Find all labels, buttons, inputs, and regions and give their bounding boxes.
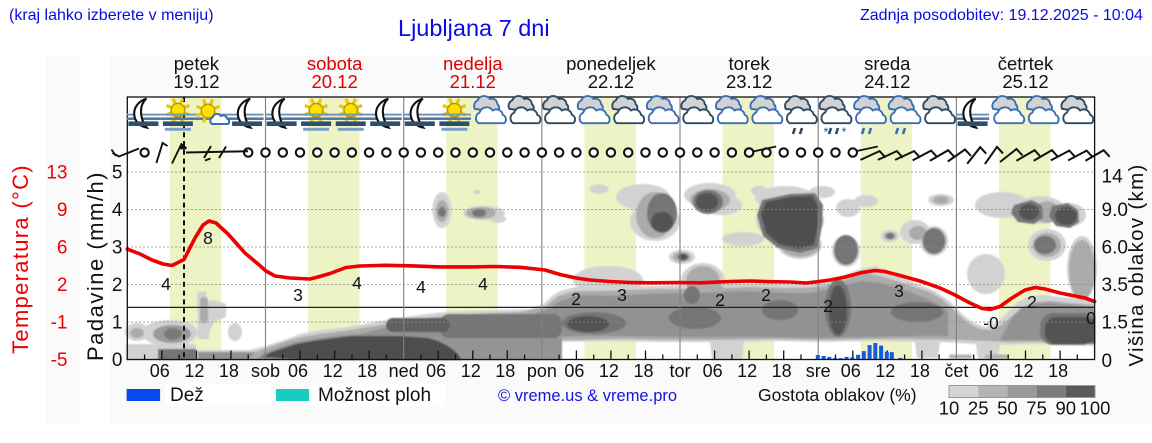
svg-text:12: 12 <box>875 361 895 381</box>
svg-text:9.0: 9.0 <box>1102 200 1128 221</box>
svg-text:3: 3 <box>894 281 904 301</box>
svg-text:nedelja: nedelja <box>443 53 503 74</box>
svg-text:06: 06 <box>841 361 861 381</box>
svg-text:14: 14 <box>1102 167 1124 188</box>
svg-text:22.12: 22.12 <box>588 71 634 92</box>
svg-text:© vreme.us & vreme.pro: © vreme.us & vreme.pro <box>498 387 677 405</box>
svg-text:2: 2 <box>1027 292 1037 312</box>
svg-text:6.0: 6.0 <box>1102 238 1128 259</box>
svg-text:2: 2 <box>823 296 833 316</box>
svg-text:Padavine (mm/h): Padavine (mm/h) <box>83 171 108 361</box>
svg-text:Gostota oblakov (%): Gostota oblakov (%) <box>758 385 917 405</box>
svg-text:12: 12 <box>184 361 204 381</box>
svg-text:06: 06 <box>979 361 999 381</box>
svg-text:ponedeljek: ponedeljek <box>566 53 656 74</box>
svg-text:sre: sre <box>806 361 831 381</box>
svg-text:čet: čet <box>944 361 968 381</box>
svg-text:12: 12 <box>323 361 343 381</box>
svg-text:Dež: Dež <box>170 385 204 406</box>
svg-text:23.12: 23.12 <box>726 71 772 92</box>
svg-text:Možnost ploh: Možnost ploh <box>318 385 431 406</box>
svg-text:četrtek: četrtek <box>998 53 1054 74</box>
svg-text:petek: petek <box>174 53 220 74</box>
svg-text:3.5: 3.5 <box>1102 275 1128 296</box>
svg-text:12: 12 <box>461 361 481 381</box>
svg-text:2: 2 <box>112 275 123 296</box>
svg-text:18: 18 <box>633 361 653 381</box>
svg-text:4: 4 <box>416 277 426 297</box>
svg-text:tor: tor <box>669 361 690 381</box>
svg-text:2: 2 <box>571 289 581 309</box>
svg-text:3: 3 <box>112 238 123 259</box>
svg-text:12: 12 <box>737 361 757 381</box>
svg-text:3: 3 <box>293 285 303 305</box>
svg-text:9: 9 <box>57 200 68 221</box>
svg-text:24.12: 24.12 <box>864 71 910 92</box>
svg-text:50: 50 <box>997 398 1018 419</box>
svg-text:6: 6 <box>57 238 68 259</box>
svg-text:25: 25 <box>968 398 989 419</box>
svg-text:4: 4 <box>161 274 171 294</box>
svg-text:pon: pon <box>527 361 557 381</box>
svg-text:18: 18 <box>219 361 239 381</box>
svg-text:Višina oblakov (km): Višina oblakov (km) <box>1125 163 1148 366</box>
svg-text:*: * <box>824 125 829 139</box>
svg-text:2: 2 <box>715 290 725 310</box>
svg-text:19.12: 19.12 <box>173 71 219 92</box>
svg-text:06: 06 <box>703 361 723 381</box>
svg-text:5: 5 <box>112 163 123 184</box>
svg-text:18: 18 <box>1048 361 1068 381</box>
svg-text:06: 06 <box>426 361 446 381</box>
svg-text:75: 75 <box>1026 398 1047 419</box>
svg-text:100: 100 <box>1080 398 1111 419</box>
svg-text:0: 0 <box>1086 308 1096 328</box>
svg-text:8: 8 <box>203 228 213 248</box>
svg-text:Zadnja posodobitev: 19.12.2025: Zadnja posodobitev: 19.12.2025 - 10:04 <box>860 7 1143 24</box>
svg-text:*: * <box>842 125 847 139</box>
svg-text:12: 12 <box>1013 361 1033 381</box>
svg-text:sob: sob <box>251 361 280 381</box>
svg-text:0: 0 <box>112 350 123 371</box>
svg-text:25.12: 25.12 <box>1002 71 1048 92</box>
svg-text:2: 2 <box>57 275 68 296</box>
svg-text:90: 90 <box>1056 398 1077 419</box>
svg-text:18: 18 <box>772 361 792 381</box>
svg-text:Ljubljana 7 dni: Ljubljana 7 dni <box>398 15 550 41</box>
svg-text:10: 10 <box>939 398 960 419</box>
svg-text:21.12: 21.12 <box>450 71 496 92</box>
svg-text:3: 3 <box>617 285 627 305</box>
svg-text:sreda: sreda <box>864 53 911 74</box>
svg-text:06: 06 <box>150 361 170 381</box>
svg-text:sobota: sobota <box>307 53 363 74</box>
svg-text:-0: -0 <box>983 313 999 333</box>
svg-text:-1: -1 <box>51 313 68 334</box>
svg-text:20.12: 20.12 <box>311 71 357 92</box>
svg-text:4: 4 <box>112 200 123 221</box>
svg-text:4: 4 <box>478 274 488 294</box>
svg-text:13: 13 <box>46 163 67 184</box>
svg-text:12: 12 <box>599 361 619 381</box>
svg-text:Temperatura (°C): Temperatura (°C) <box>8 164 33 354</box>
svg-text:06: 06 <box>288 361 308 381</box>
svg-text:(kraj lahko izberete v meniju): (kraj lahko izberete v meniju) <box>9 7 214 24</box>
svg-text:ned: ned <box>389 361 419 381</box>
svg-text:4: 4 <box>352 273 362 293</box>
svg-text:2: 2 <box>761 285 771 305</box>
svg-text:1.5: 1.5 <box>1102 313 1128 334</box>
svg-text:0: 0 <box>1102 351 1113 372</box>
svg-text:18: 18 <box>910 361 930 381</box>
svg-text:torek: torek <box>729 53 771 74</box>
svg-text:-5: -5 <box>51 350 68 371</box>
svg-text:1: 1 <box>112 313 123 334</box>
svg-text:06: 06 <box>564 361 584 381</box>
svg-text:18: 18 <box>357 361 377 381</box>
svg-text:18: 18 <box>495 361 515 381</box>
